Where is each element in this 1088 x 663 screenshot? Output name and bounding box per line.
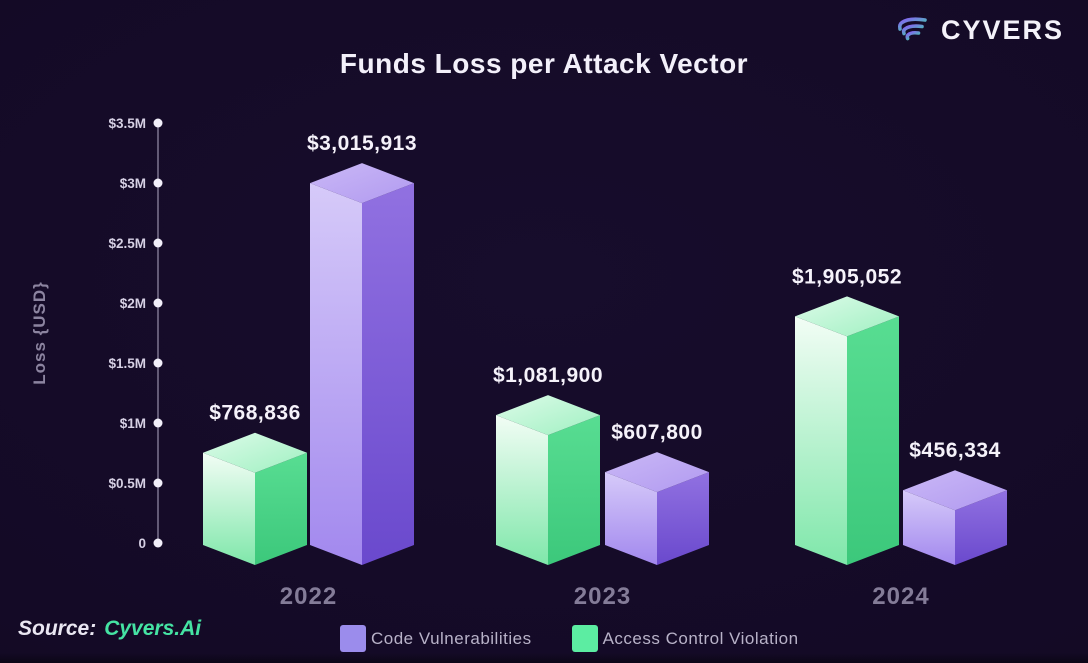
cyvers-logo-icon bbox=[891, 12, 933, 48]
legend-label: Access Control Violation bbox=[602, 628, 799, 648]
bar-face-top bbox=[203, 432, 307, 473]
bar-green-2023 bbox=[496, 395, 600, 565]
cyvers-logo-text: CYVERS bbox=[940, 14, 1064, 45]
bar-face-left bbox=[605, 472, 657, 565]
bar-face-right bbox=[657, 472, 709, 565]
bar-value-label: $456,334 bbox=[909, 439, 1001, 462]
bar-face-top bbox=[795, 296, 899, 337]
x-axis-category-label: 2023 bbox=[574, 583, 631, 610]
bar-green-2022 bbox=[203, 432, 307, 565]
bar-value-label: $607,800 bbox=[611, 421, 703, 444]
source-attribution: Source: Cyvers.Ai bbox=[18, 617, 201, 641]
bar-face-top bbox=[496, 395, 600, 436]
source-name: Cyvers.Ai bbox=[104, 617, 202, 640]
bar-purple-2022 bbox=[310, 163, 414, 565]
bar-face-left bbox=[903, 490, 955, 565]
cyvers-logo: CYVERS bbox=[891, 12, 1064, 48]
y-axis-tick-dot bbox=[153, 178, 163, 188]
bar-value-label: $1,905,052 bbox=[792, 265, 902, 288]
y-axis-tick-dot bbox=[153, 118, 163, 128]
bar-face-left bbox=[203, 452, 255, 565]
bar-face-left bbox=[310, 183, 362, 565]
y-axis-tick-label: $2.5M bbox=[108, 236, 146, 251]
y-axis-tick-label: $3.5M bbox=[108, 116, 146, 131]
y-axis-tick-label: 0 bbox=[138, 536, 146, 551]
bar-green-2024 bbox=[795, 296, 899, 565]
y-axis-tick-label: $1.5M bbox=[108, 356, 146, 371]
y-axis-tick-dot bbox=[153, 358, 163, 368]
bar-purple-2023 bbox=[605, 452, 709, 565]
x-axis-category-label: 2024 bbox=[872, 583, 929, 610]
y-axis-tick-dot bbox=[153, 238, 163, 248]
bar-face-left bbox=[795, 316, 847, 565]
legend-item-code-vulnerabilities: Code Vulnerabilities bbox=[340, 625, 532, 652]
bar-value-label: $768,836 bbox=[209, 402, 301, 425]
bar-face-right bbox=[255, 452, 307, 565]
chart-legend: Code Vulnerabilities Access Control Viol… bbox=[340, 625, 799, 652]
bar-face-left bbox=[496, 415, 548, 565]
bar-face-right bbox=[548, 415, 600, 565]
bar-face-top bbox=[605, 452, 709, 493]
bar-face-right bbox=[955, 490, 1007, 565]
bar-face-right bbox=[362, 183, 414, 565]
y-axis-tick-dot bbox=[153, 478, 163, 488]
legend-swatch-code-vulnerabilities bbox=[340, 625, 366, 652]
bar-face-right bbox=[847, 316, 899, 565]
legend-item-access-control-violation: Access Control Violation bbox=[571, 625, 799, 652]
x-axis-category-label: 2022 bbox=[280, 583, 337, 610]
bar-face-top bbox=[903, 470, 1007, 511]
bar-value-label: $3,015,913 bbox=[307, 132, 417, 155]
source-prefix: Source: bbox=[18, 617, 97, 640]
y-axis-tick-label: $2M bbox=[120, 296, 146, 311]
legend-label: Code Vulnerabilities bbox=[371, 628, 532, 648]
y-axis-tick-label: $0.5M bbox=[108, 476, 146, 491]
bar-face-top bbox=[310, 163, 414, 204]
chart-title: Funds Loss per Attack Vector bbox=[339, 48, 749, 79]
y-axis-tick-label: $3M bbox=[120, 176, 146, 191]
y-axis-tick-label: $1M bbox=[120, 416, 146, 431]
bar-purple-2024 bbox=[903, 470, 1007, 565]
y-axis-tick-dot bbox=[153, 298, 163, 308]
legend-swatch-access-control-violation bbox=[571, 625, 598, 652]
y-axis-tick-dot bbox=[153, 538, 163, 548]
bar-value-label: $1,081,900 bbox=[493, 364, 603, 387]
y-axis-tick-dot bbox=[153, 418, 163, 428]
